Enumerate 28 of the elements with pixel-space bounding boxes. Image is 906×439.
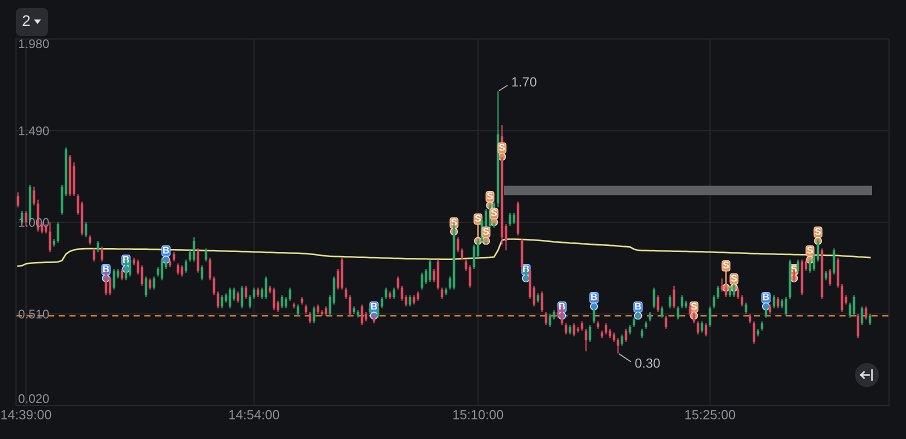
text: S [807,246,813,254]
text: B [163,246,170,254]
text: S [499,144,505,151]
text: B [591,294,598,300]
y-tick-label: 0.510 [18,310,49,319]
y-tick-label: 0.020 [18,394,49,404]
text: B [763,294,770,300]
legend-label: S [475,214,481,222]
x-tick-label: 15:25:00 [685,410,736,420]
text: S [451,218,457,226]
text: B [371,302,378,310]
text: 0.30 [635,358,660,368]
text: S [723,262,729,268]
text: 2 [22,15,30,26]
text: S [815,228,821,235]
text: S [487,192,493,200]
text: S [691,302,697,310]
text: B [635,302,642,310]
x-tick-label: 15:10:00 [453,410,504,420]
x-tick-label: 14:39:00 [1,410,52,420]
y-tick-label: 1.490 [19,126,49,136]
series-label: B [103,265,110,272]
text: S [483,228,489,235]
text: S [731,274,737,282]
x-tick-label: 14:54:00 [229,410,280,420]
text: 1.70 [512,77,536,87]
text: S [491,209,497,216]
y-tick-label: 1.980 [19,39,49,48]
